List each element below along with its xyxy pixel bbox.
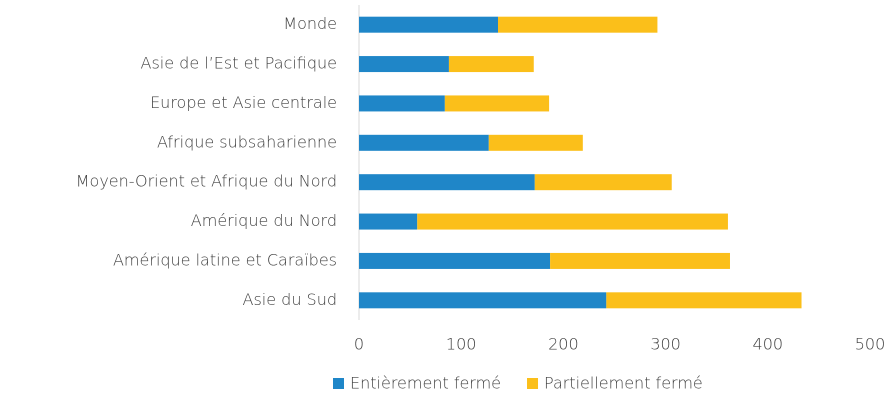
bar-segment bbox=[488, 134, 583, 151]
bar-segment bbox=[359, 252, 551, 269]
legend-swatch bbox=[527, 378, 539, 389]
y-tick-label: Moyen-Orient et Afrique du Nord bbox=[76, 172, 337, 191]
x-tick-label: 300 bbox=[650, 335, 681, 354]
bar-segment bbox=[417, 213, 728, 230]
legend-label: Entièrement fermé bbox=[350, 374, 501, 393]
legend-swatch bbox=[333, 378, 344, 389]
y-tick-label: Amérique latine et Caraïbes bbox=[113, 250, 337, 269]
bar-segment bbox=[359, 56, 449, 73]
x-tick-label: 0 bbox=[354, 335, 364, 354]
x-tick-label: 500 bbox=[855, 335, 886, 354]
bar-segment bbox=[359, 174, 535, 191]
y-tick-label: Asie du Sud bbox=[243, 290, 338, 309]
bar-segment bbox=[359, 292, 607, 309]
bar-segment bbox=[550, 252, 730, 269]
y-tick-label: Amérique du Nord bbox=[191, 211, 337, 230]
y-tick-label: Monde bbox=[283, 14, 337, 33]
bar-segment bbox=[359, 16, 498, 33]
y-tick-label: Europe et Asie centrale bbox=[150, 93, 337, 112]
y-tick-label: Afrique subsaharienne bbox=[157, 132, 337, 151]
bar-segment bbox=[359, 134, 489, 151]
bar-segment bbox=[534, 174, 672, 191]
legend-label: Partiellement fermé bbox=[544, 374, 703, 393]
bar-segment bbox=[606, 292, 802, 309]
bar-segment bbox=[359, 95, 445, 112]
bar-segment bbox=[359, 213, 418, 230]
x-tick-label: 100 bbox=[446, 335, 477, 354]
bar-segment bbox=[497, 16, 658, 33]
y-tick-label: Asie de l’Est et Pacifique bbox=[141, 54, 337, 73]
bar-segment bbox=[444, 95, 550, 112]
x-tick-label: 200 bbox=[548, 335, 579, 354]
bar-segment bbox=[448, 56, 534, 73]
x-tick-label: 400 bbox=[753, 335, 784, 354]
